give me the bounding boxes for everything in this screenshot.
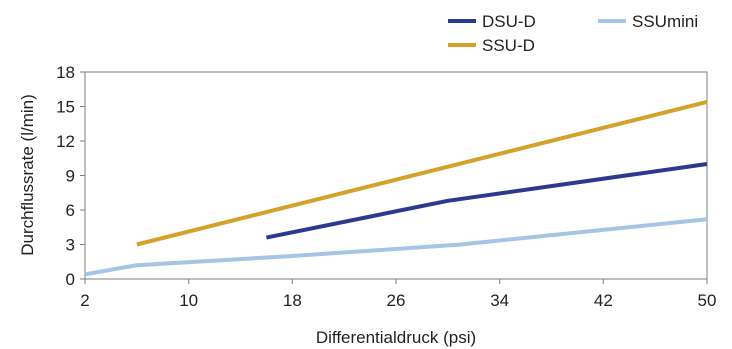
x-axis-label: Differentialdruck (psi) [316,328,476,347]
y-tick-label: 0 [66,270,75,289]
legend-label-ssu-d: SSU-D [482,36,535,55]
x-axis-ticks: 2 10 18 26 34 42 50 [80,279,716,310]
y-tick-label: 18 [56,63,75,82]
series-lines [84,99,708,277]
x-tick-label: 26 [387,291,406,310]
series-line-dsu-d [266,162,708,240]
legend-label-dsu-d: DSU-D [482,12,536,31]
legend: DSU-D SSUmini SSU-D [448,12,698,55]
y-axis-ticks: 0 3 6 9 12 15 18 [56,63,85,289]
y-axis-label: Durchflussrate (l/min) [18,94,37,256]
x-tick-label: 34 [490,291,509,310]
x-tick-label: 42 [594,291,613,310]
series-line-ssumini [84,217,708,277]
y-tick-label: 6 [66,201,75,220]
x-tick-label: 10 [179,291,198,310]
series-line-ssu-d [136,99,708,247]
legend-label-ssumini: SSUmini [632,12,698,31]
y-tick-label: 3 [66,236,75,255]
y-tick-label: 15 [56,98,75,117]
y-tick-label: 12 [56,132,75,151]
x-tick-label: 2 [80,291,89,310]
x-tick-label: 50 [698,291,717,310]
x-tick-label: 18 [283,291,302,310]
y-tick-label: 9 [66,167,75,186]
